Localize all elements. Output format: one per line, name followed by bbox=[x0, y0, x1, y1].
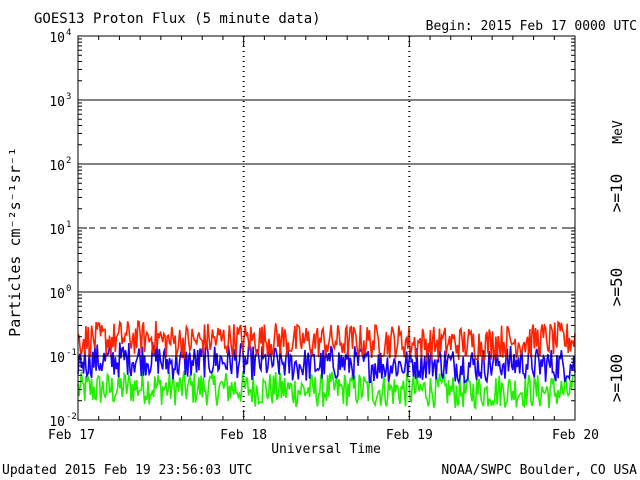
y-tick-exponent: -1 bbox=[66, 348, 77, 358]
legend-unit-mev: MeV bbox=[611, 120, 626, 144]
y-tick-label: 10 bbox=[49, 223, 65, 238]
x-axis-label: Universal Time bbox=[271, 442, 381, 457]
y-axis-label-text: Particles cm⁻²s⁻¹sr⁻¹ bbox=[6, 147, 24, 337]
x-tick-label: Feb 20 bbox=[552, 428, 599, 443]
series-group bbox=[77, 319, 576, 411]
y-tick-label: 10 bbox=[49, 159, 65, 174]
legend-ge100: >=100 bbox=[607, 354, 626, 402]
series-line-ge10 bbox=[77, 319, 576, 362]
y-tick-exponent: 2 bbox=[66, 156, 71, 166]
legend: MeV >=10 >=50 >=100 bbox=[607, 120, 626, 402]
series-line-ge50 bbox=[77, 341, 576, 385]
y-tick-label: 10 bbox=[49, 287, 65, 302]
x-tick-label: Feb 18 bbox=[220, 428, 267, 443]
legend-ge10: >=10 bbox=[607, 174, 626, 213]
y-tick-label: 10 bbox=[49, 415, 65, 430]
y-tick-label: 10 bbox=[49, 95, 65, 110]
x-tick-label: Feb 17 bbox=[48, 428, 95, 443]
y-tick-label: 10 bbox=[49, 351, 65, 366]
y-tick-label: 10 bbox=[49, 31, 65, 46]
x-tick-label: Feb 19 bbox=[386, 428, 433, 443]
chart-title: GOES13 Proton Flux (5 minute data) bbox=[34, 11, 321, 27]
footer-credit: NOAA/SWPC Boulder, CO USA bbox=[441, 463, 637, 478]
series-line-ge100 bbox=[77, 370, 575, 411]
reference-lines bbox=[78, 99, 575, 357]
legend-ge50: >=50 bbox=[607, 268, 626, 307]
x-axis-ticks: Feb 17 Feb 18 Feb 19 Feb 20 bbox=[48, 36, 599, 443]
begin-label: Begin: 2015 Feb 17 0000 UTC bbox=[426, 19, 637, 34]
footer-updated: Updated 2015 Feb 19 23:56:03 UTC bbox=[2, 463, 252, 478]
y-tick-exponent: 4 bbox=[66, 28, 71, 38]
y-axis-label: Particles cm⁻²s⁻¹sr⁻¹ bbox=[6, 147, 24, 337]
y-tick-exponent: 0 bbox=[66, 284, 71, 294]
y-tick-exponent: 1 bbox=[66, 220, 71, 230]
vertical-minor-ticks bbox=[242, 36, 411, 420]
y-tick-exponent: -2 bbox=[66, 412, 77, 422]
y-tick-exponent: 3 bbox=[66, 92, 71, 102]
